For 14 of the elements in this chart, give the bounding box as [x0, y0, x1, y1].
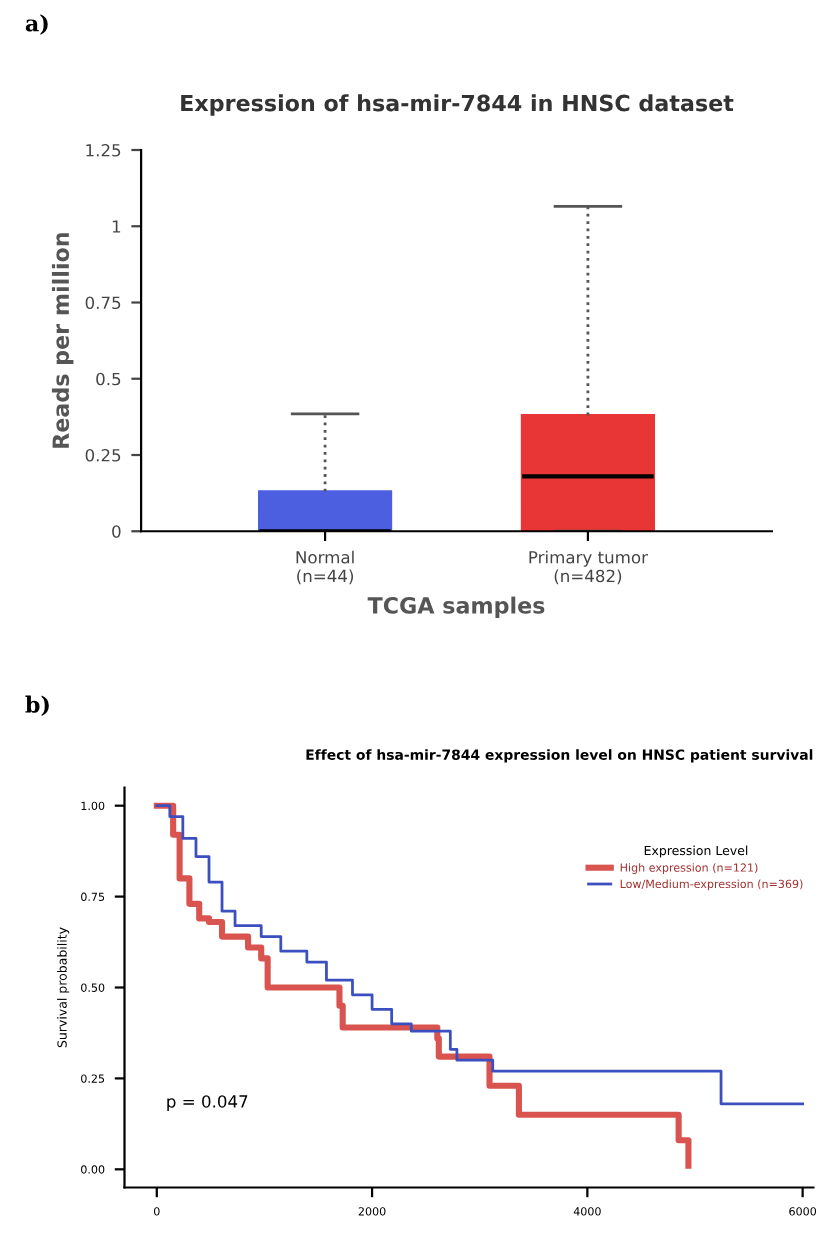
- y-tick-label: 0.25: [85, 448, 121, 462]
- y-tick-label: 0: [112, 525, 121, 538]
- y-axis-title: Reads per million: [51, 233, 74, 448]
- y-tick-label: 0.75: [85, 296, 121, 310]
- annotation: p = 0.047: [167, 1095, 248, 1111]
- x-tick-label: Primary tumor (n=482): [529, 550, 648, 585]
- y-tick-label: 1.25: [86, 143, 121, 157]
- y-tick-label: 1: [112, 220, 121, 233]
- y-tick-label: 0.5: [96, 372, 121, 386]
- text: b): [25, 695, 49, 716]
- x-axis-title: TCGA samples: [367, 596, 545, 619]
- chart-title: Expression of hsa-mir-7844 in HNSC dataset: [181, 94, 734, 116]
- text: a): [25, 14, 48, 35]
- x-tick-label: Normal (n=44): [296, 550, 354, 585]
